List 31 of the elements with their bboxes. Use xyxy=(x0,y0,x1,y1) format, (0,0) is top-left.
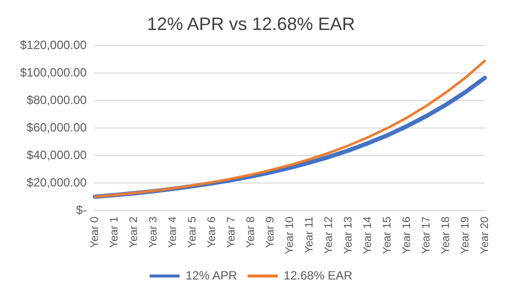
y-tick-label: $100,000.00 xyxy=(20,65,88,80)
y-tick-label: $60,000.00 xyxy=(26,120,88,134)
x-tick-label: Year 14 xyxy=(362,216,374,254)
y-tick-label: $120,000.00 xyxy=(20,38,88,52)
legend-label: 12% APR xyxy=(186,268,238,282)
x-tick-label: Year 4 xyxy=(166,216,179,248)
x-tick-label: Year 5 xyxy=(186,216,198,248)
y-tick-label: $20,000.00 xyxy=(26,175,88,190)
x-tick-label: Year 18 xyxy=(440,216,452,254)
x-tick-label: Year 17 xyxy=(420,216,432,254)
x-tick-label: Year 20 xyxy=(478,216,491,254)
x-tick-label: Year 9 xyxy=(264,216,276,248)
chart-title: 12% APR vs 12.68% EAR xyxy=(146,14,356,34)
x-tick-label: Year 2 xyxy=(128,216,140,248)
x-tick-label: Year 10 xyxy=(284,216,296,254)
x-tick-label: Year 0 xyxy=(88,216,101,248)
x-tick-label: Year 16 xyxy=(400,216,413,254)
x-tick-label: Year 15 xyxy=(381,216,394,254)
x-tick-label: Year 8 xyxy=(244,216,257,248)
x-tick-label: Year 7 xyxy=(225,216,238,248)
x-tick-label: Year 19 xyxy=(459,216,472,254)
y-tick-label: $- xyxy=(76,202,87,217)
x-tick-label: Year 6 xyxy=(206,216,218,248)
x-tick-label: Year 1 xyxy=(108,216,120,248)
x-tick-label: Year 12 xyxy=(322,216,335,254)
x-tick-label: Year 13 xyxy=(342,216,354,254)
x-tick-label: Year 11 xyxy=(303,216,316,254)
legend-label: 12.68% EAR xyxy=(284,268,353,282)
y-tick-label: $40,000.00 xyxy=(26,148,88,162)
x-tick-label: Year 3 xyxy=(147,216,160,248)
y-tick-label: $80,000.00 xyxy=(26,92,88,107)
